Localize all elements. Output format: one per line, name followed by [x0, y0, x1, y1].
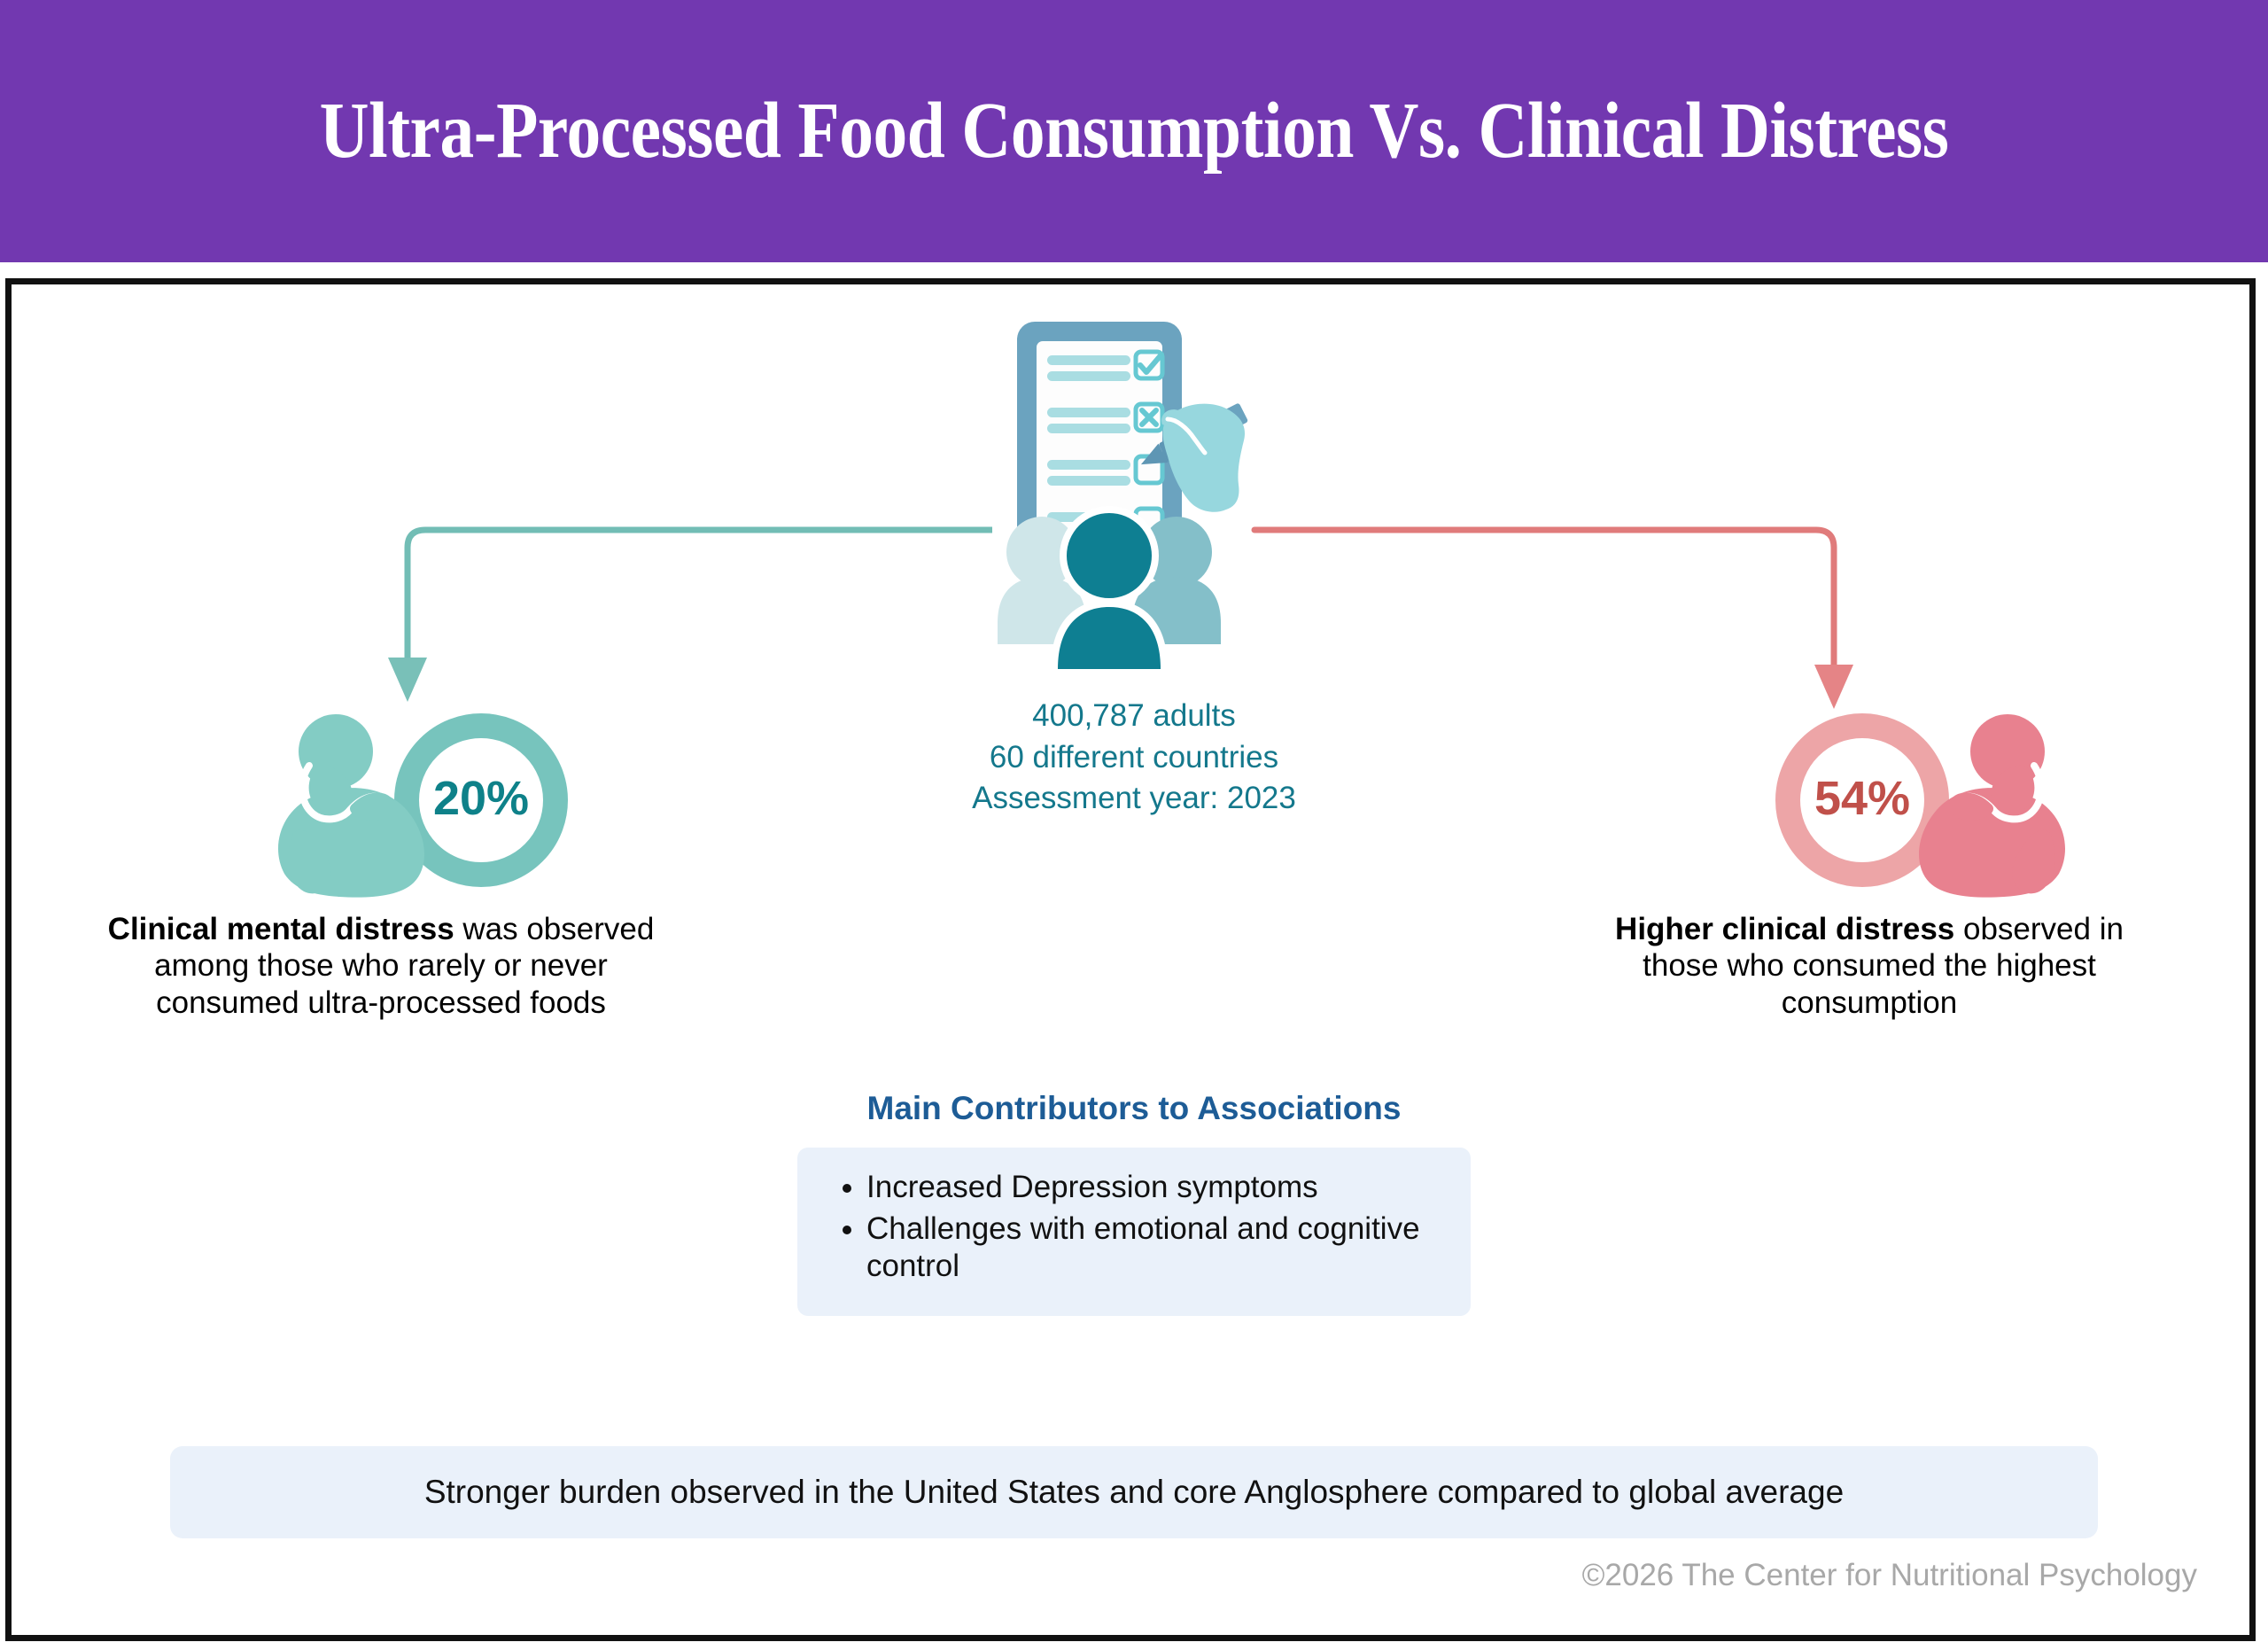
right-percent-label: 54% — [1814, 772, 1910, 825]
distressed-person-icon: 54% — [1775, 713, 2066, 898]
header-banner: Ultra-Processed Food Consumption Vs. Cli… — [0, 0, 2268, 262]
stat-line-adults: 400,787 adults — [1032, 698, 1236, 733]
left-figure-group: 20% — [44, 700, 718, 904]
left-percent-label: 20% — [433, 772, 529, 825]
left-stat-panel: 20% Clinical mental distress was observe… — [44, 700, 718, 1021]
contributors-section: Main Contributors to Associations Increa… — [797, 1090, 1471, 1317]
list-item: Increased Depression symptoms — [866, 1169, 1444, 1207]
copyright-footer: ©2026 The Center for Nutritional Psychol… — [1581, 1558, 2197, 1592]
left-caption: Clinical mental distress was observed am… — [44, 911, 718, 1021]
right-caption: Higher clinical distress observed in tho… — [1533, 911, 2206, 1021]
summary-banner: Stronger burden observed in the United S… — [170, 1446, 2098, 1538]
contributors-list: Increased Depression symptoms Challenges… — [824, 1169, 1444, 1286]
right-figure-group: 54% — [1533, 700, 2206, 904]
stat-line-year: Assessment year: 2023 — [972, 781, 1296, 816]
summary-banner-text: Stronger burden observed in the United S… — [423, 1474, 1845, 1510]
study-stats: 400,787 adults 60 different countries As… — [850, 696, 1418, 820]
contributors-box: Increased Depression symptoms Challenges… — [797, 1148, 1471, 1317]
distressed-person-icon: 20% — [277, 713, 568, 898]
page-title: Ultra-Processed Food Consumption Vs. Cli… — [319, 86, 1949, 175]
list-item: Challenges with emotional and cognitive … — [866, 1210, 1444, 1286]
stat-line-countries: 60 different countries — [989, 739, 1279, 774]
right-caption-bold: Higher clinical distress — [1615, 912, 1955, 946]
contributors-title: Main Contributors to Associations — [866, 1090, 1402, 1126]
left-caption-rest: was observed among those who rarely or n… — [154, 912, 655, 1020]
survey-clipboard-people-icon — [985, 315, 1286, 669]
right-stat-panel: 54% Higher clinical distress observed in… — [1533, 700, 2206, 1021]
left-caption-bold: Clinical mental distress — [107, 912, 454, 946]
right-caption-rest: observed in those who consumed the highe… — [1643, 912, 2124, 1020]
